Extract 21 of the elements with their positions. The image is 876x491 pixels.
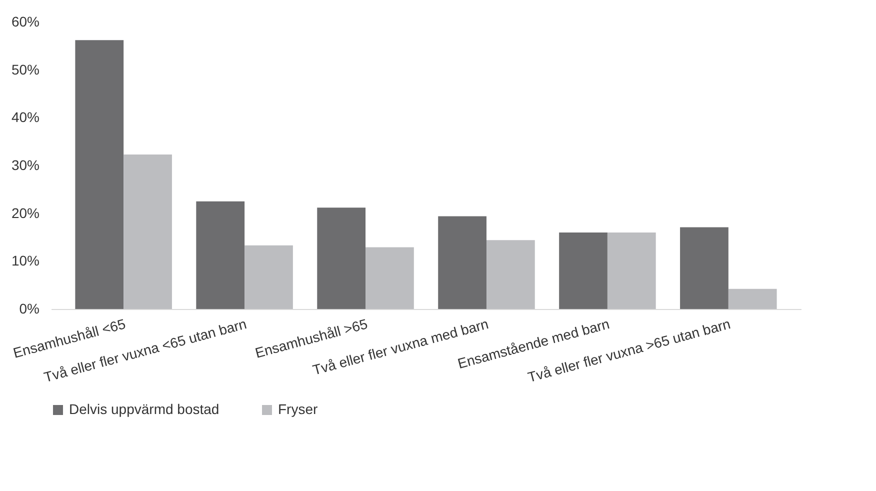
bar bbox=[438, 216, 486, 309]
bar bbox=[366, 247, 414, 309]
bar bbox=[75, 40, 124, 309]
y-tick-label: 20% bbox=[11, 204, 40, 221]
bar bbox=[559, 232, 608, 309]
bar bbox=[244, 245, 293, 309]
bar bbox=[728, 288, 777, 309]
bar bbox=[680, 227, 728, 309]
bar bbox=[607, 232, 656, 309]
y-tick-label: 10% bbox=[11, 252, 40, 269]
legend-label: Delvis uppvärmd bostad bbox=[69, 401, 220, 417]
bar bbox=[196, 201, 245, 309]
legend-label: Fryser bbox=[278, 401, 318, 417]
bar bbox=[124, 154, 172, 309]
y-tick-label: 40% bbox=[11, 109, 40, 126]
y-tick-label: 60% bbox=[11, 14, 40, 30]
bar bbox=[317, 208, 366, 309]
y-tick-label: 30% bbox=[11, 157, 40, 173]
bar bbox=[486, 240, 535, 309]
y-tick-label: 50% bbox=[11, 61, 40, 78]
y-tick-label: 0% bbox=[19, 300, 40, 316]
